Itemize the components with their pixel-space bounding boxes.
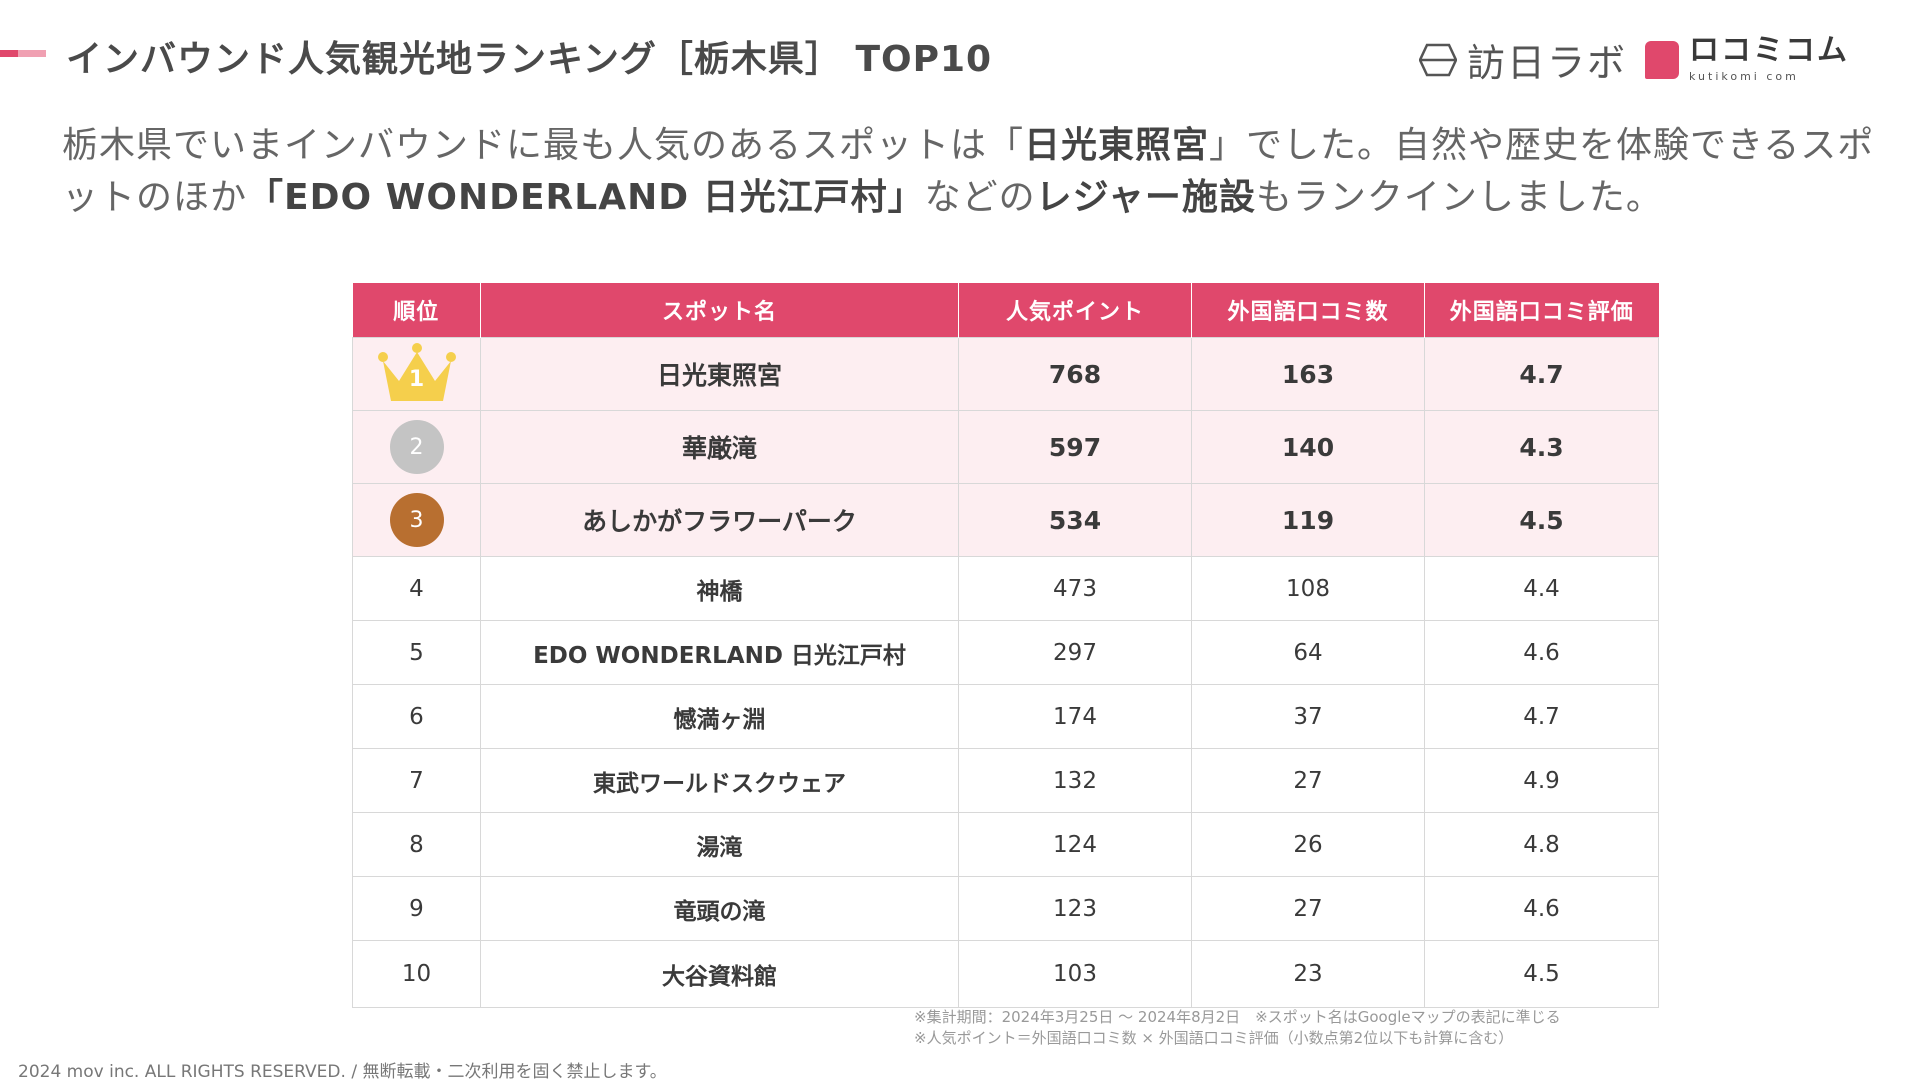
review-rating-cell: 4.9 <box>1424 748 1659 813</box>
table-row: 3 あしかがフラワーパーク 534 119 4.5 <box>352 483 1659 557</box>
column-header-spot-name: スポット名 <box>480 283 959 338</box>
footnotes: ※集計期間：2024年3月25日 〜 2024年8月2日 ※スポット名はGoog… <box>914 1007 1561 1049</box>
rank-cell: 6 <box>352 684 481 749</box>
table-row: 9 竜頭の滝 123 27 4.6 <box>352 876 1659 941</box>
review-rating-cell: 4.7 <box>1424 337 1659 411</box>
summary-part: 」でした。自然や歴史を体験できるスポットのほか <box>62 125 1875 218</box>
points-cell: 473 <box>958 556 1192 621</box>
rank-number: 3 <box>409 507 424 533</box>
rank-number: 1 <box>408 367 425 392</box>
table-row: 5 EDO WONDERLAND 日光江戸村 297 64 4.6 <box>352 620 1659 685</box>
points-cell: 768 <box>958 337 1192 411</box>
kuchikomi-logo-icon <box>1645 40 1679 79</box>
review-count-cell: 27 <box>1191 876 1425 941</box>
footnote-formula: ※人気ポイント＝外国語口コミ数 × 外国語口コミ評価（小数点第2位以下も計算に含… <box>914 1029 1514 1047</box>
ranking-table: 順位 スポット名 人気ポイント 外国語口コミ数 外国語口コミ評価 1 日光東 <box>352 283 1659 1008</box>
rank-cell: 7 <box>352 748 481 813</box>
rank-cell: 9 <box>352 876 481 941</box>
review-count-cell: 163 <box>1191 337 1425 411</box>
review-rating-cell: 4.7 <box>1424 684 1659 749</box>
summary-part: 栃木県でいまインバウンドに最も人気のあるスポットは「 <box>62 125 1025 166</box>
rank-cell: 1 <box>352 337 481 411</box>
column-header-review-count: 外国語口コミ数 <box>1191 283 1425 338</box>
points-cell: 103 <box>958 940 1192 1008</box>
review-rating-cell: 4.6 <box>1424 620 1659 685</box>
rank-cell: 8 <box>352 812 481 877</box>
review-rating-cell: 4.4 <box>1424 556 1659 621</box>
copyright-footer: 2024 mov inc. ALL RIGHTS RESERVED. / 無断転… <box>18 1062 667 1082</box>
spot-name-cell: 東武ワールドスクウェア <box>480 748 959 813</box>
table-row: 4 神橋 473 108 4.4 <box>352 556 1659 621</box>
table-row: 10 大谷資料館 103 23 4.5 <box>352 940 1659 1008</box>
kuchikomi-logo-subtext: kutikomi com <box>1689 70 1799 83</box>
rank-cell: 10 <box>352 940 481 1008</box>
column-header-review-rating: 外国語口コミ評価 <box>1424 283 1659 338</box>
summary-highlight: レジャー施設 <box>1035 177 1256 218</box>
spot-name-cell: 神橋 <box>480 556 959 621</box>
table-row: 2 華厳滝 597 140 4.3 <box>352 410 1659 484</box>
points-cell: 597 <box>958 410 1192 484</box>
summary-highlight: 「EDO WONDERLAND 日光江戸村」 <box>247 177 925 218</box>
review-rating-cell: 4.5 <box>1424 483 1659 557</box>
summary-text: 栃木県でいまインバウンドに最も人気のあるスポットは「日光東照宮」でした。自然や歴… <box>62 120 1882 224</box>
review-count-cell: 23 <box>1191 940 1425 1008</box>
points-cell: 124 <box>958 812 1192 877</box>
bronze-medal-icon: 3 <box>389 493 444 547</box>
points-cell: 174 <box>958 684 1192 749</box>
points-cell: 297 <box>958 620 1192 685</box>
accent-bar-dark <box>0 50 18 57</box>
review-rating-cell: 4.3 <box>1424 410 1659 484</box>
rank-cell: 4 <box>352 556 481 621</box>
table-row: 8 湯滝 124 26 4.8 <box>352 812 1659 877</box>
rank-cell: 3 <box>352 483 481 557</box>
silver-medal-icon: 2 <box>389 420 444 474</box>
summary-part: もランクインしました。 <box>1255 177 1663 218</box>
table-header-row: 順位 スポット名 人気ポイント 外国語口コミ数 外国語口コミ評価 <box>352 283 1659 338</box>
points-cell: 123 <box>958 876 1192 941</box>
review-count-cell: 140 <box>1191 410 1425 484</box>
accent-bar-light <box>18 50 46 57</box>
spot-name-cell: 竜頭の滝 <box>480 876 959 941</box>
brand-logos: 訪日ラボ ロコミコム kutikomi com <box>1418 32 1849 87</box>
spot-name-cell: 日光東照宮 <box>480 337 959 411</box>
table-row: 6 憾満ヶ淵 174 37 4.7 <box>352 684 1659 749</box>
column-header-rank: 順位 <box>352 283 481 338</box>
spot-name-cell: あしかがフラワーパーク <box>480 483 959 557</box>
spot-name-cell: 大谷資料館 <box>480 940 959 1008</box>
table-row: 7 東武ワールドスクウェア 132 27 4.9 <box>352 748 1659 813</box>
rank-cell: 5 <box>352 620 481 685</box>
gold-crown-icon: 1 <box>377 343 457 405</box>
review-rating-cell: 4.5 <box>1424 940 1659 1008</box>
review-count-cell: 64 <box>1191 620 1425 685</box>
review-rating-cell: 4.6 <box>1424 876 1659 941</box>
summary-part: などの <box>924 177 1036 218</box>
rank-number: 2 <box>409 434 424 460</box>
kuchikomi-logo-text: ロコミコム <box>1689 33 1849 68</box>
page-title: インバウンド人気観光地ランキング［栃木県］ TOP10 <box>66 39 993 80</box>
points-cell: 534 <box>958 483 1192 557</box>
spot-name-cell: 憾満ヶ淵 <box>480 684 959 749</box>
houjin-labo-logo-text: 訪日ラボ <box>1466 41 1627 85</box>
spot-name-cell: EDO WONDERLAND 日光江戸村 <box>480 620 959 685</box>
title-accent-bar <box>0 50 46 57</box>
kuchikomi-com-logo: ロコミコム kutikomi com <box>1645 36 1849 83</box>
review-count-cell: 37 <box>1191 684 1425 749</box>
summary-highlight: 日光東照宮 <box>1024 125 1210 166</box>
houjin-labo-logo: 訪日ラボ <box>1418 32 1627 87</box>
review-count-cell: 119 <box>1191 483 1425 557</box>
points-cell: 132 <box>958 748 1192 813</box>
review-rating-cell: 4.8 <box>1424 812 1659 877</box>
column-header-points: 人気ポイント <box>958 283 1192 338</box>
rank-cell: 2 <box>352 410 481 484</box>
review-count-cell: 108 <box>1191 556 1425 621</box>
review-count-cell: 27 <box>1191 748 1425 813</box>
houjin-labo-logo-icon <box>1418 43 1457 76</box>
spot-name-cell: 湯滝 <box>480 812 959 877</box>
spot-name-cell: 華厳滝 <box>480 410 959 484</box>
review-count-cell: 26 <box>1191 812 1425 877</box>
table-row: 1 日光東照宮 768 163 4.7 <box>352 337 1659 411</box>
footnote-period: ※集計期間：2024年3月25日 〜 2024年8月2日 ※スポット名はGoog… <box>914 1008 1561 1026</box>
